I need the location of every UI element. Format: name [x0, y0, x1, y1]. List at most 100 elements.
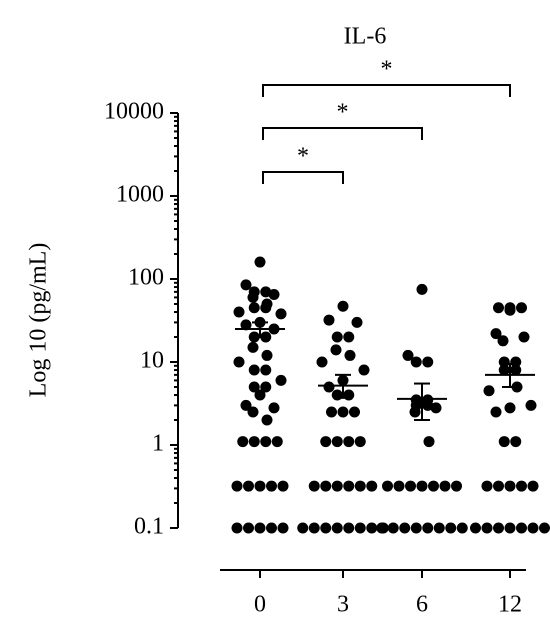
- data-point: [316, 356, 328, 368]
- data-point: [248, 302, 260, 314]
- data-point: [470, 522, 481, 534]
- data-point: [456, 522, 468, 534]
- data-point: [243, 480, 254, 492]
- data-point: [343, 389, 355, 401]
- data-point: [261, 414, 273, 426]
- data-point: [483, 385, 495, 397]
- data-point: [275, 308, 287, 320]
- data-point: [354, 480, 366, 492]
- data-point: [308, 480, 320, 492]
- data-point: [268, 289, 280, 301]
- data-point: [410, 522, 422, 534]
- data-point: [504, 480, 516, 492]
- data-point: [493, 302, 504, 314]
- data-point: [539, 522, 550, 534]
- y-tick-label: 10: [140, 348, 164, 374]
- data-point: [387, 522, 399, 534]
- data-point: [331, 389, 343, 401]
- data-point: [527, 522, 539, 534]
- data-point: [422, 522, 434, 534]
- y-tick-label: 100: [128, 265, 164, 291]
- data-point: [330, 344, 342, 356]
- data-point: [254, 522, 266, 534]
- data-point: [439, 480, 451, 492]
- data-point: [248, 436, 260, 448]
- data-point: [504, 522, 516, 534]
- data-point: [261, 349, 273, 361]
- data-point: [510, 364, 522, 376]
- data-point: [527, 480, 539, 492]
- significance-bracket: [262, 127, 423, 140]
- data-point: [366, 480, 378, 492]
- significance-label: *: [337, 100, 349, 126]
- data-point: [343, 480, 355, 492]
- y-tick-label: 10000: [104, 99, 164, 125]
- data-point: [516, 522, 527, 534]
- data-point: [490, 328, 502, 340]
- significance-bracket: [262, 84, 511, 97]
- data-point: [445, 522, 457, 534]
- data-point: [428, 480, 439, 492]
- data-point: [481, 522, 493, 534]
- data-point: [402, 349, 414, 361]
- data-point: [493, 522, 504, 534]
- data-point: [331, 522, 343, 534]
- data-point: [260, 364, 272, 376]
- data-point: [393, 480, 405, 492]
- y-tick-label: 1: [152, 431, 164, 457]
- data-point: [518, 331, 530, 343]
- data-point: [275, 374, 287, 386]
- data-point: [297, 522, 309, 534]
- data-point: [416, 283, 428, 295]
- data-point: [237, 436, 249, 448]
- data-point: [422, 356, 434, 368]
- data-point: [233, 306, 245, 318]
- data-point: [260, 302, 272, 314]
- data-point: [240, 319, 252, 331]
- data-point: [410, 356, 422, 368]
- data-point: [277, 522, 289, 534]
- data-point: [343, 331, 355, 343]
- data-point: [422, 399, 434, 411]
- data-point: [405, 480, 416, 492]
- data-point: [497, 335, 509, 347]
- data-point: [266, 480, 277, 492]
- data-point: [260, 286, 272, 298]
- y-tick-label: 1000: [116, 182, 164, 208]
- significance-label: *: [381, 57, 393, 83]
- data-point: [326, 406, 337, 418]
- x-tick-label: 6: [416, 592, 428, 618]
- data-point: [231, 480, 243, 492]
- data-point: [498, 364, 510, 376]
- data-point: [354, 436, 366, 448]
- data-point: [490, 406, 502, 418]
- data-point: [409, 406, 421, 418]
- data-point: [493, 480, 504, 492]
- data-point: [247, 291, 259, 303]
- data-point: [399, 522, 411, 534]
- data-point: [260, 381, 272, 393]
- data-point: [323, 314, 335, 326]
- data-point: [308, 522, 320, 534]
- chart-title: IL-6: [344, 24, 387, 50]
- x-tick-label: 3: [337, 592, 349, 618]
- y-axis-label: Log 10 (pg/mL): [26, 243, 52, 398]
- data-point: [343, 436, 355, 448]
- data-point: [233, 356, 245, 368]
- data-point: [320, 480, 332, 492]
- data-point: [354, 522, 366, 534]
- data-point: [243, 522, 254, 534]
- data-point: [260, 436, 272, 448]
- data-point: [277, 480, 289, 492]
- data-point: [351, 316, 363, 328]
- data-point: [331, 480, 343, 492]
- data-point: [331, 436, 343, 448]
- data-point: [481, 480, 493, 492]
- data-point: [516, 302, 527, 314]
- data-point: [320, 522, 332, 534]
- data-point: [240, 399, 252, 411]
- y-tick-label: 0.1: [134, 514, 164, 540]
- data-point: [504, 304, 516, 316]
- significance-bracket: [262, 171, 344, 184]
- data-point: [231, 522, 243, 534]
